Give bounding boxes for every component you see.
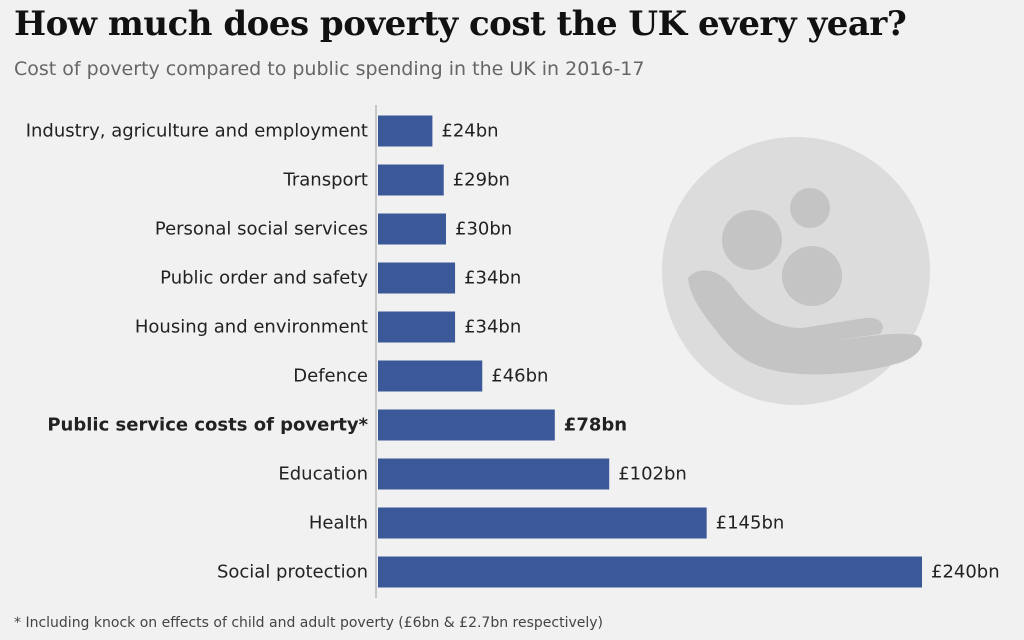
category-label: Public service costs of poverty*: [47, 415, 368, 436]
bar: [378, 458, 610, 490]
value-label: £78bn: [564, 415, 627, 436]
value-label: £102bn: [618, 464, 687, 485]
icon-person-top: [790, 188, 830, 228]
category-label: Defence: [293, 366, 368, 387]
value-label: £34bn: [464, 317, 521, 338]
bar: [378, 556, 922, 588]
value-label: £46bn: [491, 366, 548, 387]
bar: [378, 115, 433, 147]
icon-person-left: [722, 210, 782, 270]
icon-hand: [688, 270, 923, 375]
bar: [378, 360, 483, 392]
bar: [378, 164, 444, 196]
bar: [378, 507, 707, 539]
value-label: £24bn: [441, 121, 498, 142]
bar: [378, 409, 555, 441]
bar: [378, 262, 456, 294]
category-label: Industry, agriculture and employment: [26, 121, 368, 142]
value-label: £29bn: [453, 170, 510, 191]
value-label: £145bn: [716, 513, 785, 534]
hand-holding-people-icon: [662, 137, 930, 405]
category-label: Housing and environment: [135, 317, 368, 338]
chart-title: How much does poverty cost the UK every …: [14, 4, 907, 44]
category-label: Education: [278, 464, 368, 485]
value-label: £34bn: [464, 268, 521, 289]
category-label: Transport: [283, 170, 368, 191]
category-label: Personal social services: [155, 219, 368, 240]
bar: [378, 213, 446, 245]
footnote: * Including knock on effects of child an…: [14, 615, 604, 631]
category-label: Public order and safety: [160, 268, 368, 289]
category-label: Social protection: [217, 562, 368, 583]
value-label: £30bn: [455, 219, 512, 240]
icon-person-right: [782, 246, 842, 306]
chart-subtitle: Cost of poverty compared to public spend…: [14, 58, 645, 80]
value-label: £240bn: [931, 562, 1000, 583]
category-label: Health: [309, 513, 368, 534]
bar: [378, 311, 456, 343]
